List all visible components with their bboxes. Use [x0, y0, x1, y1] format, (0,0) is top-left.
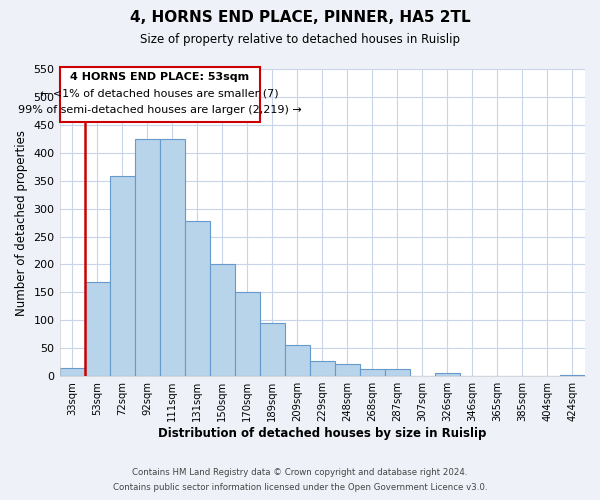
Text: ← <1% of detached houses are smaller (7): ← <1% of detached houses are smaller (7) — [40, 88, 279, 99]
Bar — [185, 222, 209, 376]
Bar — [110, 176, 134, 376]
Bar — [209, 264, 235, 376]
Bar — [560, 375, 585, 376]
Text: 99% of semi-detached houses are larger (2,219) →: 99% of semi-detached houses are larger (… — [18, 105, 302, 115]
Y-axis label: Number of detached properties: Number of detached properties — [15, 130, 28, 316]
Bar — [310, 360, 335, 376]
Bar — [85, 282, 110, 376]
Text: 4, HORNS END PLACE, PINNER, HA5 2TL: 4, HORNS END PLACE, PINNER, HA5 2TL — [130, 10, 470, 25]
Text: 4 HORNS END PLACE: 53sqm: 4 HORNS END PLACE: 53sqm — [70, 72, 249, 82]
Text: Size of property relative to detached houses in Ruislip: Size of property relative to detached ho… — [140, 32, 460, 46]
Bar — [260, 322, 285, 376]
Bar — [160, 139, 185, 376]
Bar — [59, 368, 85, 376]
Text: Contains public sector information licensed under the Open Government Licence v3: Contains public sector information licen… — [113, 483, 487, 492]
Bar — [360, 369, 385, 376]
Bar — [385, 369, 410, 376]
Bar — [235, 292, 260, 376]
Bar — [335, 364, 360, 376]
X-axis label: Distribution of detached houses by size in Ruislip: Distribution of detached houses by size … — [158, 427, 487, 440]
Bar — [285, 346, 310, 376]
Bar — [435, 374, 460, 376]
Bar — [134, 139, 160, 376]
Text: Contains HM Land Registry data © Crown copyright and database right 2024.: Contains HM Land Registry data © Crown c… — [132, 468, 468, 477]
